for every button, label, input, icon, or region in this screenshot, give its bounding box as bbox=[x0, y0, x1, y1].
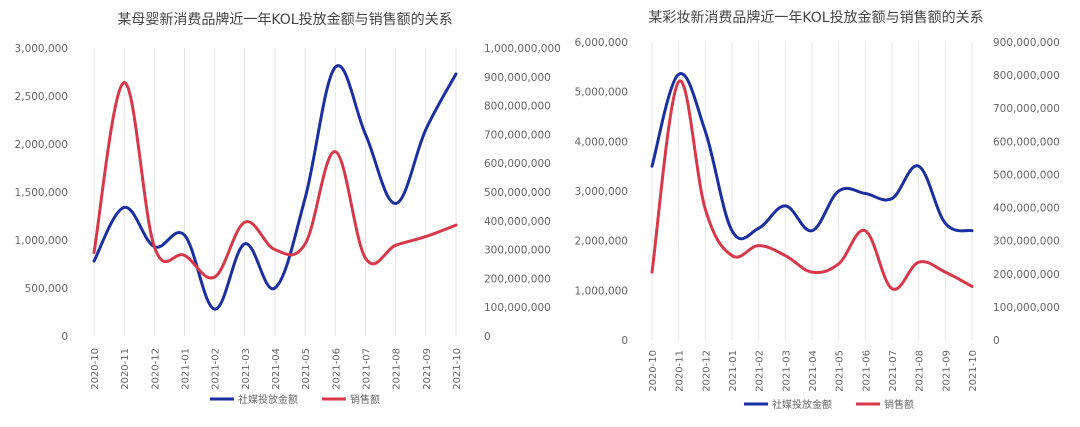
right-axis-tick-label: 800,000,000 bbox=[993, 70, 1060, 82]
category-tick-label: 2021-09 bbox=[422, 348, 433, 390]
category-tick-label: 2021-05 bbox=[301, 348, 312, 390]
right-axis-tick-label: 1,000,000,000 bbox=[484, 43, 561, 55]
right-axis-tick-label: 600,000,000 bbox=[484, 158, 551, 170]
left-axis-tick-label: 3,000,000 bbox=[15, 43, 68, 55]
right-axis-tick-label: 400,000,000 bbox=[993, 203, 1060, 215]
category-tick-label: 2021-04 bbox=[808, 350, 819, 392]
left-axis-tick-label: 2,500,000 bbox=[15, 91, 68, 103]
category-tick-label: 2021-10 bbox=[968, 350, 979, 392]
right-axis-tick-label: 0 bbox=[993, 335, 1000, 347]
right-axis-tick-label: 0 bbox=[484, 331, 491, 343]
right-axis-tick-label: 100,000,000 bbox=[993, 302, 1060, 314]
chart-panel-1: 某母婴新消费品牌近一年KOL投放金额与销售额的关系 0 500,000 1,000,0… bbox=[15, 11, 561, 406]
chart-panel-2: 某彩妆新消费品牌近一年KOL投放金额与销售额的关系 0 1,000,000 2,000… bbox=[575, 9, 1060, 411]
category-tick-label: 2021-07 bbox=[888, 350, 899, 392]
left-axis-tick-label: 4,000,000 bbox=[575, 136, 628, 148]
category-tick-label: 2020-11 bbox=[120, 348, 131, 390]
right-axis-tick-label: 500,000,000 bbox=[484, 187, 551, 199]
left-axis-tick-label: 3,000,000 bbox=[575, 186, 628, 198]
left-axis-tick-label: 2,000,000 bbox=[575, 236, 628, 248]
right-axis-tick-label: 700,000,000 bbox=[993, 103, 1060, 115]
category-tick-label: 2021-01 bbox=[181, 348, 192, 390]
right-axis-tick-label: 200,000,000 bbox=[993, 269, 1060, 281]
left-axis-tick-label: 500,000 bbox=[25, 283, 68, 295]
right-axis-tick-label: 800,000,000 bbox=[484, 101, 551, 113]
category-tick-label: 2021-05 bbox=[835, 350, 846, 392]
legend-label: 销售额 bbox=[350, 393, 380, 406]
left-axis-tick-label: 1,000,000 bbox=[15, 235, 68, 247]
category-tick-label: 2020-12 bbox=[701, 350, 712, 392]
right-axis-tick-label: 200,000,000 bbox=[484, 273, 551, 285]
category-tick-label: 2020-12 bbox=[150, 348, 161, 390]
legend-label: 社媒投放金额 bbox=[238, 393, 298, 406]
left-axis-tick-label: 1,500,000 bbox=[15, 187, 68, 199]
category-tick-label: 2021-02 bbox=[211, 348, 222, 390]
category-tick-label: 2020-10 bbox=[90, 348, 101, 390]
category-tick-label: 2021-08 bbox=[915, 350, 926, 392]
right-axis-tick-label: 900,000,000 bbox=[993, 37, 1060, 49]
chart-title: 某彩妆新消费品牌近一年KOL投放金额与销售额的关系 bbox=[648, 9, 983, 26]
chart-title: 某母婴新消费品牌近一年KOL投放金额与销售额的关系 bbox=[117, 11, 452, 28]
right-axis-tick-label: 400,000,000 bbox=[484, 216, 551, 228]
right-axis-tick-label: 500,000,000 bbox=[993, 169, 1060, 181]
right-axis-tick-label: 300,000,000 bbox=[993, 236, 1060, 248]
left-axis-tick-label: 5,000,000 bbox=[575, 87, 628, 99]
left-axis-tick-label: 1,000,000 bbox=[575, 285, 628, 297]
left-axis-tick-label: 2,000,000 bbox=[15, 139, 68, 151]
legend-label: 社媒投放金额 bbox=[772, 398, 832, 411]
category-tick-label: 2021-01 bbox=[728, 350, 739, 392]
left-axis-tick-label: 0 bbox=[621, 335, 628, 347]
left-axis-tick-label: 6,000,000 bbox=[575, 37, 628, 49]
right-axis-tick-label: 900,000,000 bbox=[484, 72, 551, 84]
category-tick-label: 2021-07 bbox=[362, 348, 373, 390]
right-axis-tick-label: 600,000,000 bbox=[993, 136, 1060, 148]
category-tick-label: 2020-11 bbox=[675, 350, 686, 392]
right-axis-tick-label: 300,000,000 bbox=[484, 245, 551, 257]
category-tick-label: 2020-10 bbox=[648, 350, 659, 392]
category-tick-label: 2021-09 bbox=[941, 350, 952, 392]
legend-label: 销售额 bbox=[884, 398, 914, 411]
right-axis-tick-label: 100,000,000 bbox=[484, 302, 551, 314]
category-tick-label: 2021-02 bbox=[755, 350, 766, 392]
category-tick-label: 2021-10 bbox=[452, 348, 463, 390]
category-tick-label: 2021-04 bbox=[271, 348, 282, 390]
category-tick-label: 2021-08 bbox=[392, 348, 403, 390]
category-tick-label: 2021-06 bbox=[861, 350, 872, 392]
left-axis-tick-label: 0 bbox=[61, 331, 68, 343]
right-axis-tick-label: 700,000,000 bbox=[484, 129, 551, 141]
category-tick-label: 2021-03 bbox=[241, 348, 252, 390]
category-tick-label: 2021-06 bbox=[331, 348, 342, 390]
category-tick-label: 2021-03 bbox=[781, 350, 792, 392]
